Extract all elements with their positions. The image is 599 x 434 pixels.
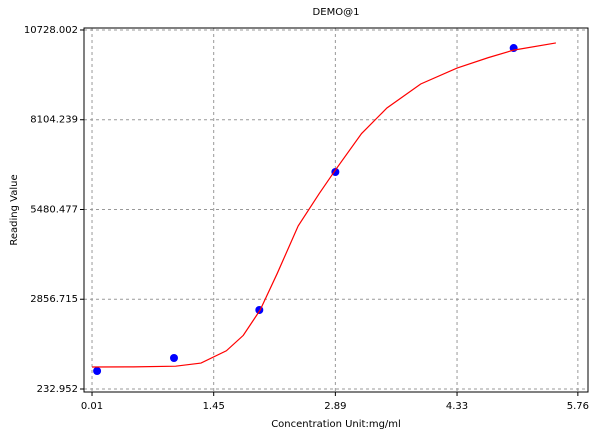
- y-axis-label: Reading Value: [9, 174, 20, 245]
- x-tick-label: 2.89: [324, 401, 346, 412]
- fit-curve: [92, 42, 556, 368]
- x-tick-label: 4.33: [446, 401, 468, 412]
- data-point: [331, 168, 340, 177]
- data-point: [169, 353, 178, 362]
- data-point: [255, 306, 264, 315]
- plot-frame: [83, 27, 589, 393]
- y-tick-label: 10728.002: [24, 25, 78, 36]
- x-tick-label: 5.76: [567, 401, 589, 412]
- y-tick-label: 5480.477: [30, 204, 78, 215]
- x-tick-label: 1.45: [203, 401, 225, 412]
- x-tick-label: 0.01: [81, 401, 103, 412]
- data-point: [93, 366, 102, 375]
- x-axis-label: Concentration Unit:mg/ml: [271, 419, 401, 430]
- y-tick-label: 232.952: [37, 384, 78, 395]
- y-tick-label: 2856.715: [30, 294, 78, 305]
- y-tick-label: 8104.239: [30, 115, 78, 126]
- chart-title: DEMO@1: [313, 7, 360, 18]
